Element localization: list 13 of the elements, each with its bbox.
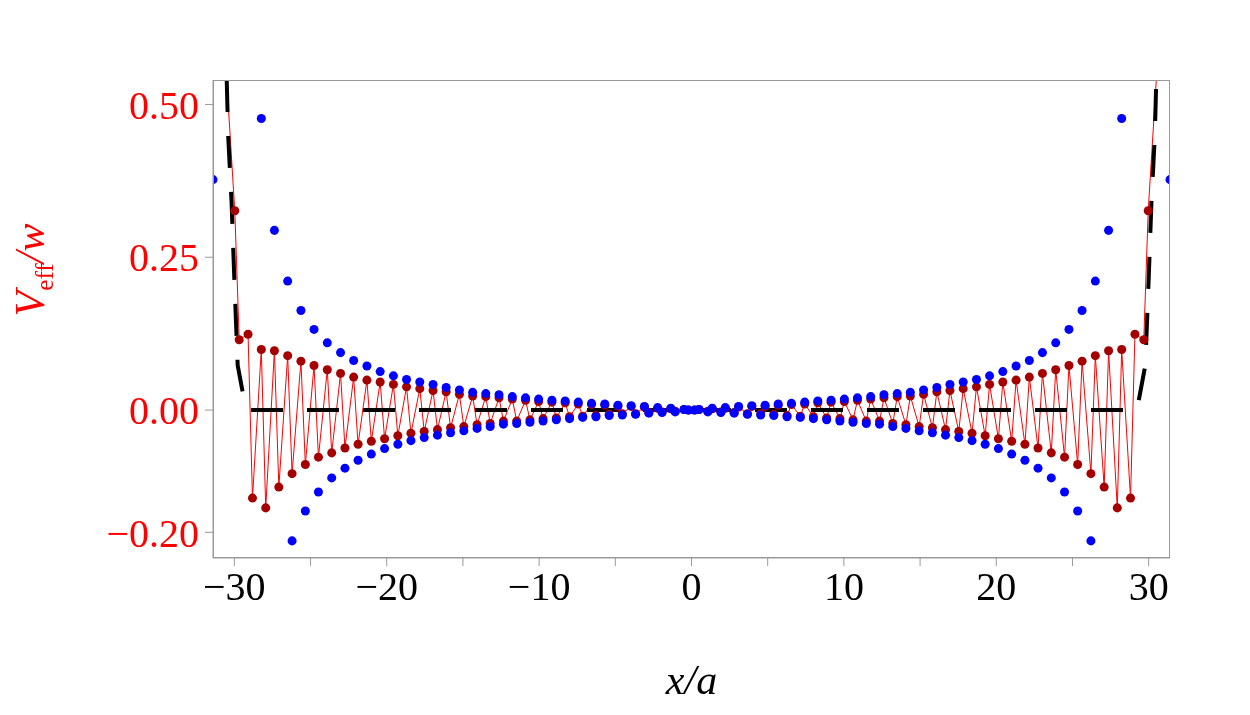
x-tick-label: −30 — [203, 564, 266, 610]
y-tick-label: 0.00 — [129, 388, 199, 434]
x-tick-label: 0 — [681, 564, 702, 610]
x-tick-label: 30 — [1128, 564, 1169, 610]
x-tick-label: 20 — [976, 564, 1017, 610]
line-series — [224, 80, 1159, 413]
y-tick-label: −0.20 — [106, 510, 199, 556]
x-axis-title: x/a — [664, 656, 719, 704]
x-tick-label: 10 — [823, 564, 864, 610]
x-tick-label: −10 — [507, 564, 571, 610]
y-tick-label: 0.50 — [129, 82, 199, 128]
x-tick-label: −20 — [355, 564, 418, 610]
y-tick-label: 0.25 — [129, 235, 199, 281]
